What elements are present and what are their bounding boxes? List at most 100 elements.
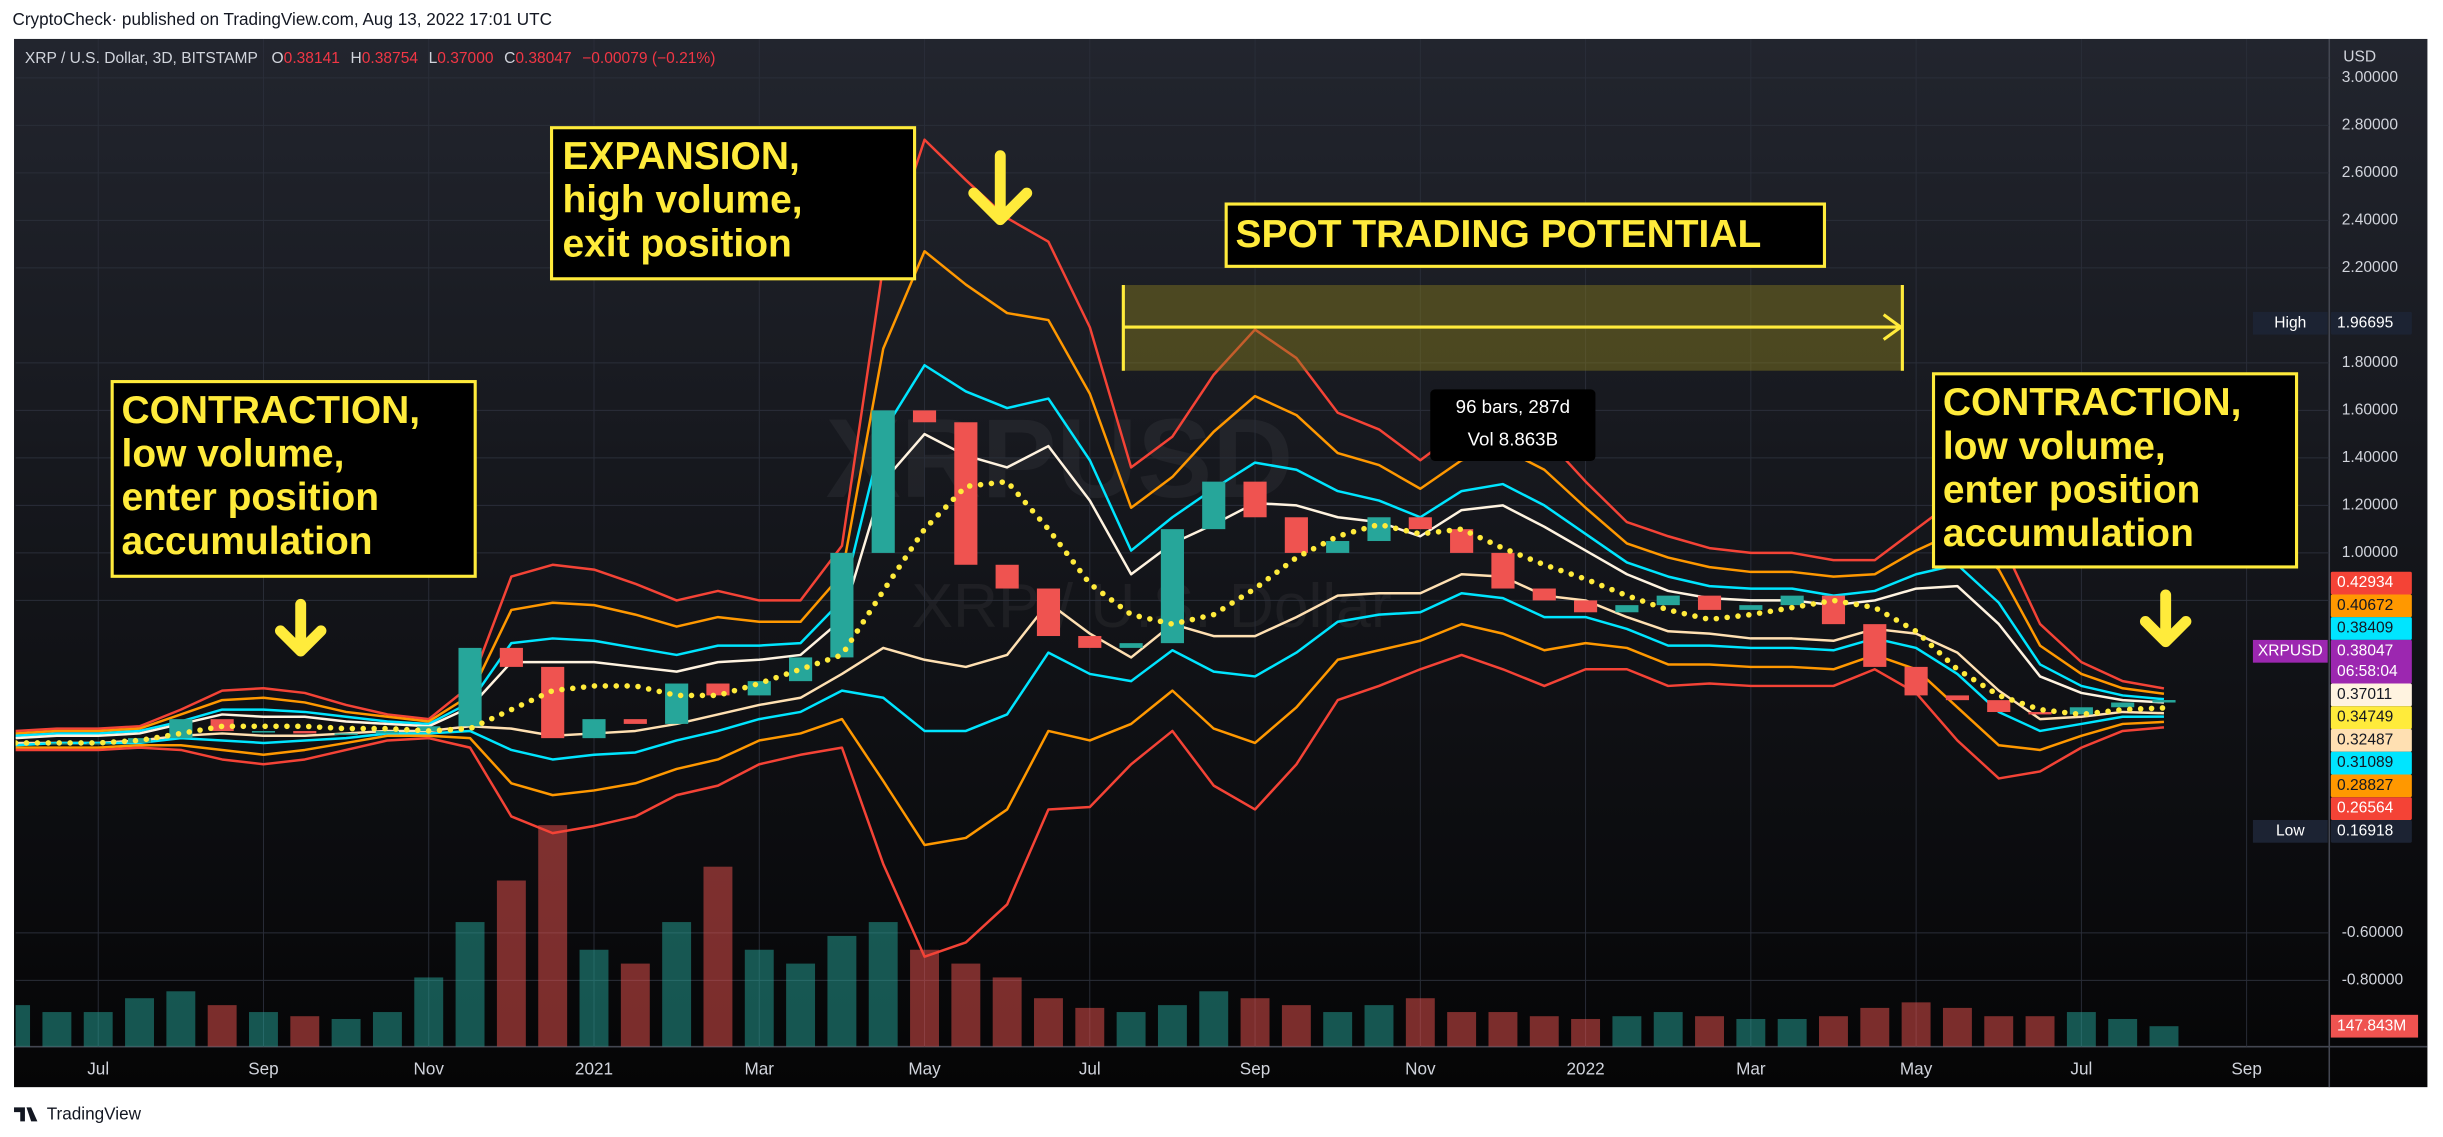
tooltip-box (1430, 389, 1596, 462)
candle (1987, 700, 2011, 713)
price-tag-value: 0.42934 (2337, 574, 2394, 591)
candle (995, 564, 1019, 589)
x-tick-label: Jul (1079, 1059, 1101, 1079)
logo-mark (14, 1107, 38, 1122)
annotation-text: enter position (122, 476, 379, 519)
annotation: CONTRACTION, low volume, enter position … (110, 380, 477, 578)
annotation: SPOT TRADING POTENTIAL (1224, 202, 1827, 268)
volume-bar (1653, 1012, 1683, 1047)
band-line (15, 138, 2165, 733)
annotation-text: CONTRACTION, (1943, 381, 2242, 424)
volume-bar (1447, 1012, 1477, 1047)
volume-bar (1034, 998, 1063, 1047)
axes: 3.00000 2.80000 2.60000 2.40000 2.20000 1.800… (87, 69, 2403, 1079)
candle (1780, 595, 1804, 606)
candle (789, 657, 813, 682)
volume-bar (1901, 1002, 1931, 1047)
price-tags: 1.96695 High 0.42934 0.40672 0.38409 0.38047 0… (2252, 311, 2419, 1038)
candle (2028, 712, 2052, 715)
volume-tag (2330, 1014, 2419, 1038)
band-line (15, 592, 2164, 761)
annotation-text: low volume, (1943, 425, 2166, 468)
symbol-legend: XRP / U.S. Dollar, 3D, BITSTAMP O0.38141… (25, 50, 716, 67)
plot-area (15, 38, 2330, 1047)
ohlc-value: 0.38754 (362, 50, 419, 67)
price-tag (2330, 617, 2412, 640)
price-tag (2330, 751, 2412, 775)
volume-bar (42, 1012, 72, 1047)
candle (582, 719, 606, 739)
candle (1615, 605, 1639, 613)
y-tick-label: 2.60000 (2342, 164, 2399, 181)
price-tag-value: 0.26564 (2337, 800, 2394, 817)
volume-bar (1488, 1012, 1518, 1047)
candle (1367, 517, 1391, 542)
candle (871, 410, 895, 553)
annotation-text: low volume, (122, 433, 345, 476)
candle (665, 683, 689, 724)
volume-bar (2025, 1016, 2055, 1047)
candle (1119, 643, 1143, 648)
y-tick-label: 1.00000 (2342, 544, 2399, 561)
price-tag (2330, 683, 2412, 707)
x-tick-label: Nov (414, 1059, 445, 1079)
volume-bar (1612, 1016, 1642, 1047)
x-tick-label: 2021 (575, 1059, 613, 1079)
price-tag-label: High (2274, 314, 2306, 331)
annotation: CONTRACTION, low volume, enter position … (1931, 372, 2299, 569)
volume-bar (15, 1005, 31, 1047)
candle (912, 410, 937, 423)
ohlc-value: 0.37000 (437, 50, 494, 67)
volume-bar (455, 922, 485, 1047)
candle (1078, 636, 1102, 648)
candle (499, 647, 523, 667)
x-tick-label: 2022 (1567, 1059, 1605, 1079)
down-arrow (968, 150, 1033, 226)
watermark-description: XRP / U.S. Dollar (911, 572, 1391, 641)
candle (1863, 624, 1887, 667)
candle (375, 731, 399, 734)
annotation: EXPANSION, high volume, exit position (549, 126, 917, 281)
price-tag-label: Low (2276, 822, 2305, 839)
band-line (15, 249, 2165, 735)
volume-bar (166, 991, 196, 1047)
volume-bar (786, 963, 816, 1047)
measure-tooltip: 96 bars, 287d Vol 8.863B (1430, 389, 1596, 462)
candle (623, 719, 647, 724)
change-value: −0.00079 (−0.21%) (582, 50, 715, 67)
y-tick-label: 2.20000 (2342, 259, 2399, 276)
price-tag (2330, 706, 2412, 730)
ohlc-key: L (429, 50, 438, 67)
volume-bar (1860, 1007, 1890, 1047)
x-tick-label: Mar (745, 1059, 775, 1079)
ohlc-value: 0.38141 (284, 50, 340, 67)
y-tick-label: 1.40000 (2342, 449, 2399, 466)
candle (1945, 695, 1969, 701)
x-tick-label: May (1900, 1059, 1933, 1079)
annotation-text: SPOT TRADING POTENTIAL (1236, 213, 1762, 256)
symbol-title: XRP / U.S. Dollar, 3D, BITSTAMP (25, 50, 258, 67)
price-tag-value: 1.96695 (2337, 314, 2393, 331)
candle (1656, 595, 1680, 606)
price-tag-label-box (2252, 819, 2328, 843)
annotation-box (1931, 372, 2299, 569)
volume-bar (1364, 1005, 1394, 1047)
y-tick-label: -0.60000 (2342, 924, 2404, 941)
volume-bar (1240, 998, 1270, 1047)
price-tag-value: 0.38047 (2337, 642, 2393, 659)
volume-bar (1571, 1018, 1601, 1047)
price-tag (2330, 571, 2412, 595)
ohlc-key: C (504, 50, 515, 67)
candle (830, 552, 854, 658)
y-tick-label: 1.60000 (2342, 402, 2399, 419)
annotation-box (1224, 202, 1827, 268)
candle (1036, 588, 1061, 637)
candle (251, 731, 276, 733)
price-tag-value: 0.34749 (2337, 709, 2393, 726)
candle (458, 647, 482, 727)
candle (541, 666, 565, 739)
x-tick-label: Sep (248, 1059, 278, 1079)
annotation-text: accumulation (1943, 512, 2194, 555)
price-tag-value: 0.16918 (2337, 822, 2393, 839)
candle (2069, 707, 2093, 715)
